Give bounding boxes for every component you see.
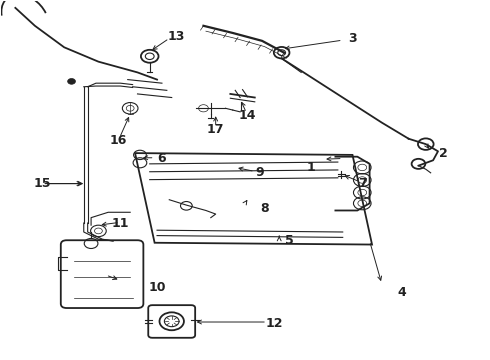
Text: 12: 12 bbox=[266, 317, 283, 330]
Text: 5: 5 bbox=[285, 234, 294, 247]
Text: 1: 1 bbox=[307, 161, 316, 174]
Text: 2: 2 bbox=[439, 147, 447, 159]
Text: 8: 8 bbox=[260, 202, 269, 215]
Circle shape bbox=[68, 78, 75, 84]
Text: 9: 9 bbox=[255, 166, 264, 179]
Text: 14: 14 bbox=[239, 109, 256, 122]
Text: 11: 11 bbox=[112, 216, 129, 230]
Text: 4: 4 bbox=[397, 287, 406, 300]
Text: 7: 7 bbox=[358, 177, 367, 190]
Text: 13: 13 bbox=[168, 30, 185, 43]
Text: 6: 6 bbox=[158, 152, 166, 165]
Text: 3: 3 bbox=[348, 32, 357, 45]
Text: 10: 10 bbox=[148, 281, 166, 294]
Text: 16: 16 bbox=[109, 134, 126, 147]
Text: 15: 15 bbox=[33, 177, 51, 190]
Text: 17: 17 bbox=[207, 123, 224, 136]
